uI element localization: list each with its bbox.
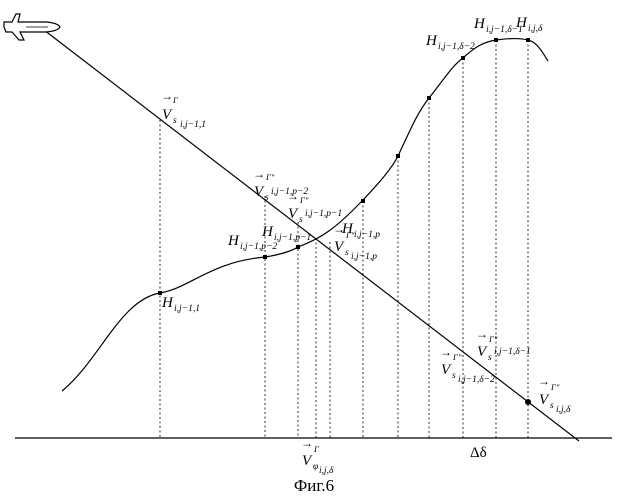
label-v-s-i-j-1-p: → V s i,j−1,p Γ"	[333, 222, 377, 262]
label-subsub: i,j,δ	[556, 405, 571, 415]
label-sup: Γ"	[265, 172, 275, 182]
label-sup: Γ	[313, 444, 320, 454]
label-sub: s	[299, 215, 303, 225]
label-sub: s	[452, 371, 456, 381]
label-h-i-j-1-p-1: H i,j−1,p−1	[261, 224, 311, 243]
label-sub: φ	[313, 462, 318, 472]
arrow-icon: →	[287, 189, 299, 203]
label-subsub: i,j−1,δ−2	[458, 375, 495, 385]
label-main: V	[539, 392, 550, 408]
arrow-icon: →	[476, 327, 488, 341]
label-main: H	[341, 221, 354, 237]
label-subsub: i,j−1,δ−1	[494, 347, 531, 357]
terrain-point	[494, 38, 498, 42]
label-sub: s	[173, 116, 177, 126]
label-sub: s	[488, 353, 492, 363]
label-sup: Γ"	[452, 352, 462, 362]
terrain-point	[396, 154, 400, 158]
label-sub: i,j−1,δ−2	[438, 42, 475, 52]
label-sup: Γ"	[488, 334, 498, 344]
label-main: H	[261, 224, 274, 240]
label-v-phi-i-j-d: → V φ i,j,δ Γ	[301, 436, 334, 476]
label-main: V	[334, 239, 345, 255]
label-h-i-j-1-1: H i,j−1,1	[161, 295, 200, 314]
label-subsub: i,j−1,p−1	[305, 209, 342, 219]
label-v-s-i-j-1-p-1: → V s i,j−1,p−1 Γ"	[287, 189, 342, 225]
label-main: V	[288, 206, 299, 222]
delta-delta-label: Δδ	[470, 445, 487, 461]
label-main: H	[161, 295, 174, 311]
arrow-icon: →	[161, 89, 173, 103]
label-sup: Γ"	[299, 195, 309, 205]
label-main: H	[515, 15, 528, 31]
label-sub: i,j,δ	[528, 24, 543, 34]
label-main: V	[162, 107, 173, 123]
label-main: H	[227, 233, 240, 249]
label-v-s-i-j-1-1: → V s i,j−1,1 Γ	[161, 89, 206, 130]
label-v-s-i-j-1-d-1: → V s i,j−1,δ−1 Γ"	[476, 327, 531, 363]
label-main: V	[441, 362, 452, 378]
label-sub: i,j−1,p−2	[240, 242, 277, 252]
arrow-icon: →	[440, 345, 452, 359]
label-v-s-i-j-d: → V s i,j,δ Γ"	[538, 374, 571, 415]
label-sup: Γ"	[550, 382, 560, 392]
arrow-icon: →	[538, 374, 550, 388]
label-subsub: i,j−1,p	[351, 252, 377, 262]
label-sup: Γ	[172, 95, 179, 105]
label-main: V	[254, 184, 265, 200]
sight-line-endpoint	[525, 399, 531, 405]
terrain-point	[296, 245, 300, 249]
sight-line	[44, 30, 579, 441]
label-main: V	[302, 453, 313, 469]
label-subsub: i,j−1,1	[180, 120, 206, 130]
label-sub: i,j−1,p	[354, 230, 380, 240]
label-main: H	[473, 16, 486, 32]
arrow-icon: →	[301, 436, 313, 450]
figure-caption: Фиг.6	[294, 476, 334, 495]
terrain-point	[427, 96, 431, 100]
arrow-icon: →	[253, 167, 265, 181]
terrain-point	[263, 255, 267, 259]
label-h-i-j-1-d-2: H i,j−1,δ−2	[425, 33, 475, 52]
terrain-points	[158, 38, 530, 295]
label-main: H	[425, 33, 438, 49]
terrain-point	[461, 56, 465, 60]
label-sub: i,j−1,p−1	[274, 233, 311, 243]
terrain-point	[361, 199, 365, 203]
label-sub: s	[265, 193, 269, 203]
label-subsub: i,j,δ	[319, 466, 334, 476]
label-main: V	[477, 344, 488, 360]
terrain-point	[526, 38, 530, 42]
label-sub: s	[345, 248, 349, 258]
label-v-s-i-j-1-d-2: → V s i,j−1,δ−2 Γ"	[440, 345, 495, 385]
label-sub: i,j−1,1	[174, 304, 200, 314]
label-sub: s	[550, 401, 554, 411]
